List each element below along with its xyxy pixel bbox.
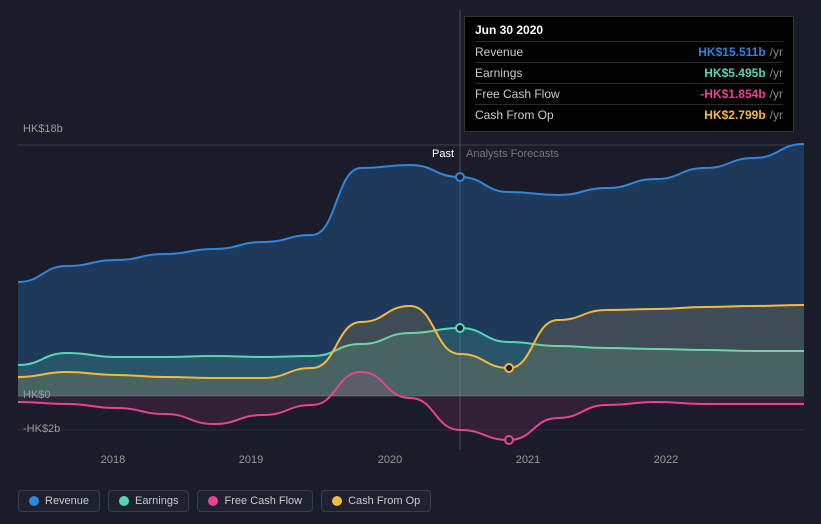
x-axis-label: 2020 bbox=[378, 454, 402, 466]
tooltip-row-label: Free Cash Flow bbox=[475, 87, 700, 101]
tooltip-row-value: HK$5.495b bbox=[704, 66, 765, 80]
chart-area: HK$18b HK$0 -HK$2b 2018 2019 2020 2021 2… bbox=[18, 10, 804, 460]
legend-label: Cash From Op bbox=[348, 495, 420, 507]
tooltip-row-unit: /yr bbox=[770, 108, 783, 122]
tooltip-row-label: Revenue bbox=[475, 45, 698, 59]
legend-swatch bbox=[119, 496, 129, 506]
tooltip-row-value: HK$15.511b bbox=[698, 45, 765, 59]
x-axis-label: 2022 bbox=[654, 454, 678, 466]
tooltip-row: Free Cash Flow-HK$1.854b/yr bbox=[475, 83, 783, 104]
legend: Revenue Earnings Free Cash Flow Cash From O… bbox=[18, 490, 431, 512]
legend-label: Free Cash Flow bbox=[224, 495, 302, 507]
legend-label: Earnings bbox=[135, 495, 178, 507]
tooltip-date: Jun 30 2020 bbox=[475, 23, 783, 41]
x-axis-label: 2019 bbox=[239, 454, 263, 466]
legend-item[interactable]: Earnings bbox=[108, 490, 189, 512]
tooltip-row-unit: /yr bbox=[770, 66, 783, 80]
legend-item[interactable]: Cash From Op bbox=[321, 490, 431, 512]
legend-swatch bbox=[29, 496, 39, 506]
tooltip: Jun 30 2020 RevenueHK$15.511b/yrEarnings… bbox=[464, 16, 794, 132]
tooltip-row: RevenueHK$15.511b/yr bbox=[475, 41, 783, 62]
tooltip-row-label: Earnings bbox=[475, 66, 704, 80]
tooltip-row-unit: /yr bbox=[770, 45, 783, 59]
tooltip-row-value: HK$2.799b bbox=[704, 108, 765, 122]
legend-swatch bbox=[208, 496, 218, 506]
legend-label: Revenue bbox=[45, 495, 89, 507]
tooltip-row-label: Cash From Op bbox=[475, 108, 704, 122]
tooltip-row-unit: /yr bbox=[770, 87, 783, 101]
legend-item[interactable]: Revenue bbox=[18, 490, 100, 512]
x-axis-label: 2018 bbox=[101, 454, 125, 466]
tooltip-row-value: -HK$1.854b bbox=[700, 87, 765, 101]
tooltip-row: Cash From OpHK$2.799b/yr bbox=[475, 104, 783, 125]
past-label: Past bbox=[432, 148, 454, 160]
x-axis-label: 2021 bbox=[516, 454, 540, 466]
legend-item[interactable]: Free Cash Flow bbox=[197, 490, 313, 512]
tooltip-row: EarningsHK$5.495b/yr bbox=[475, 62, 783, 83]
forecast-label: Analysts Forecasts bbox=[466, 148, 559, 160]
legend-swatch bbox=[332, 496, 342, 506]
